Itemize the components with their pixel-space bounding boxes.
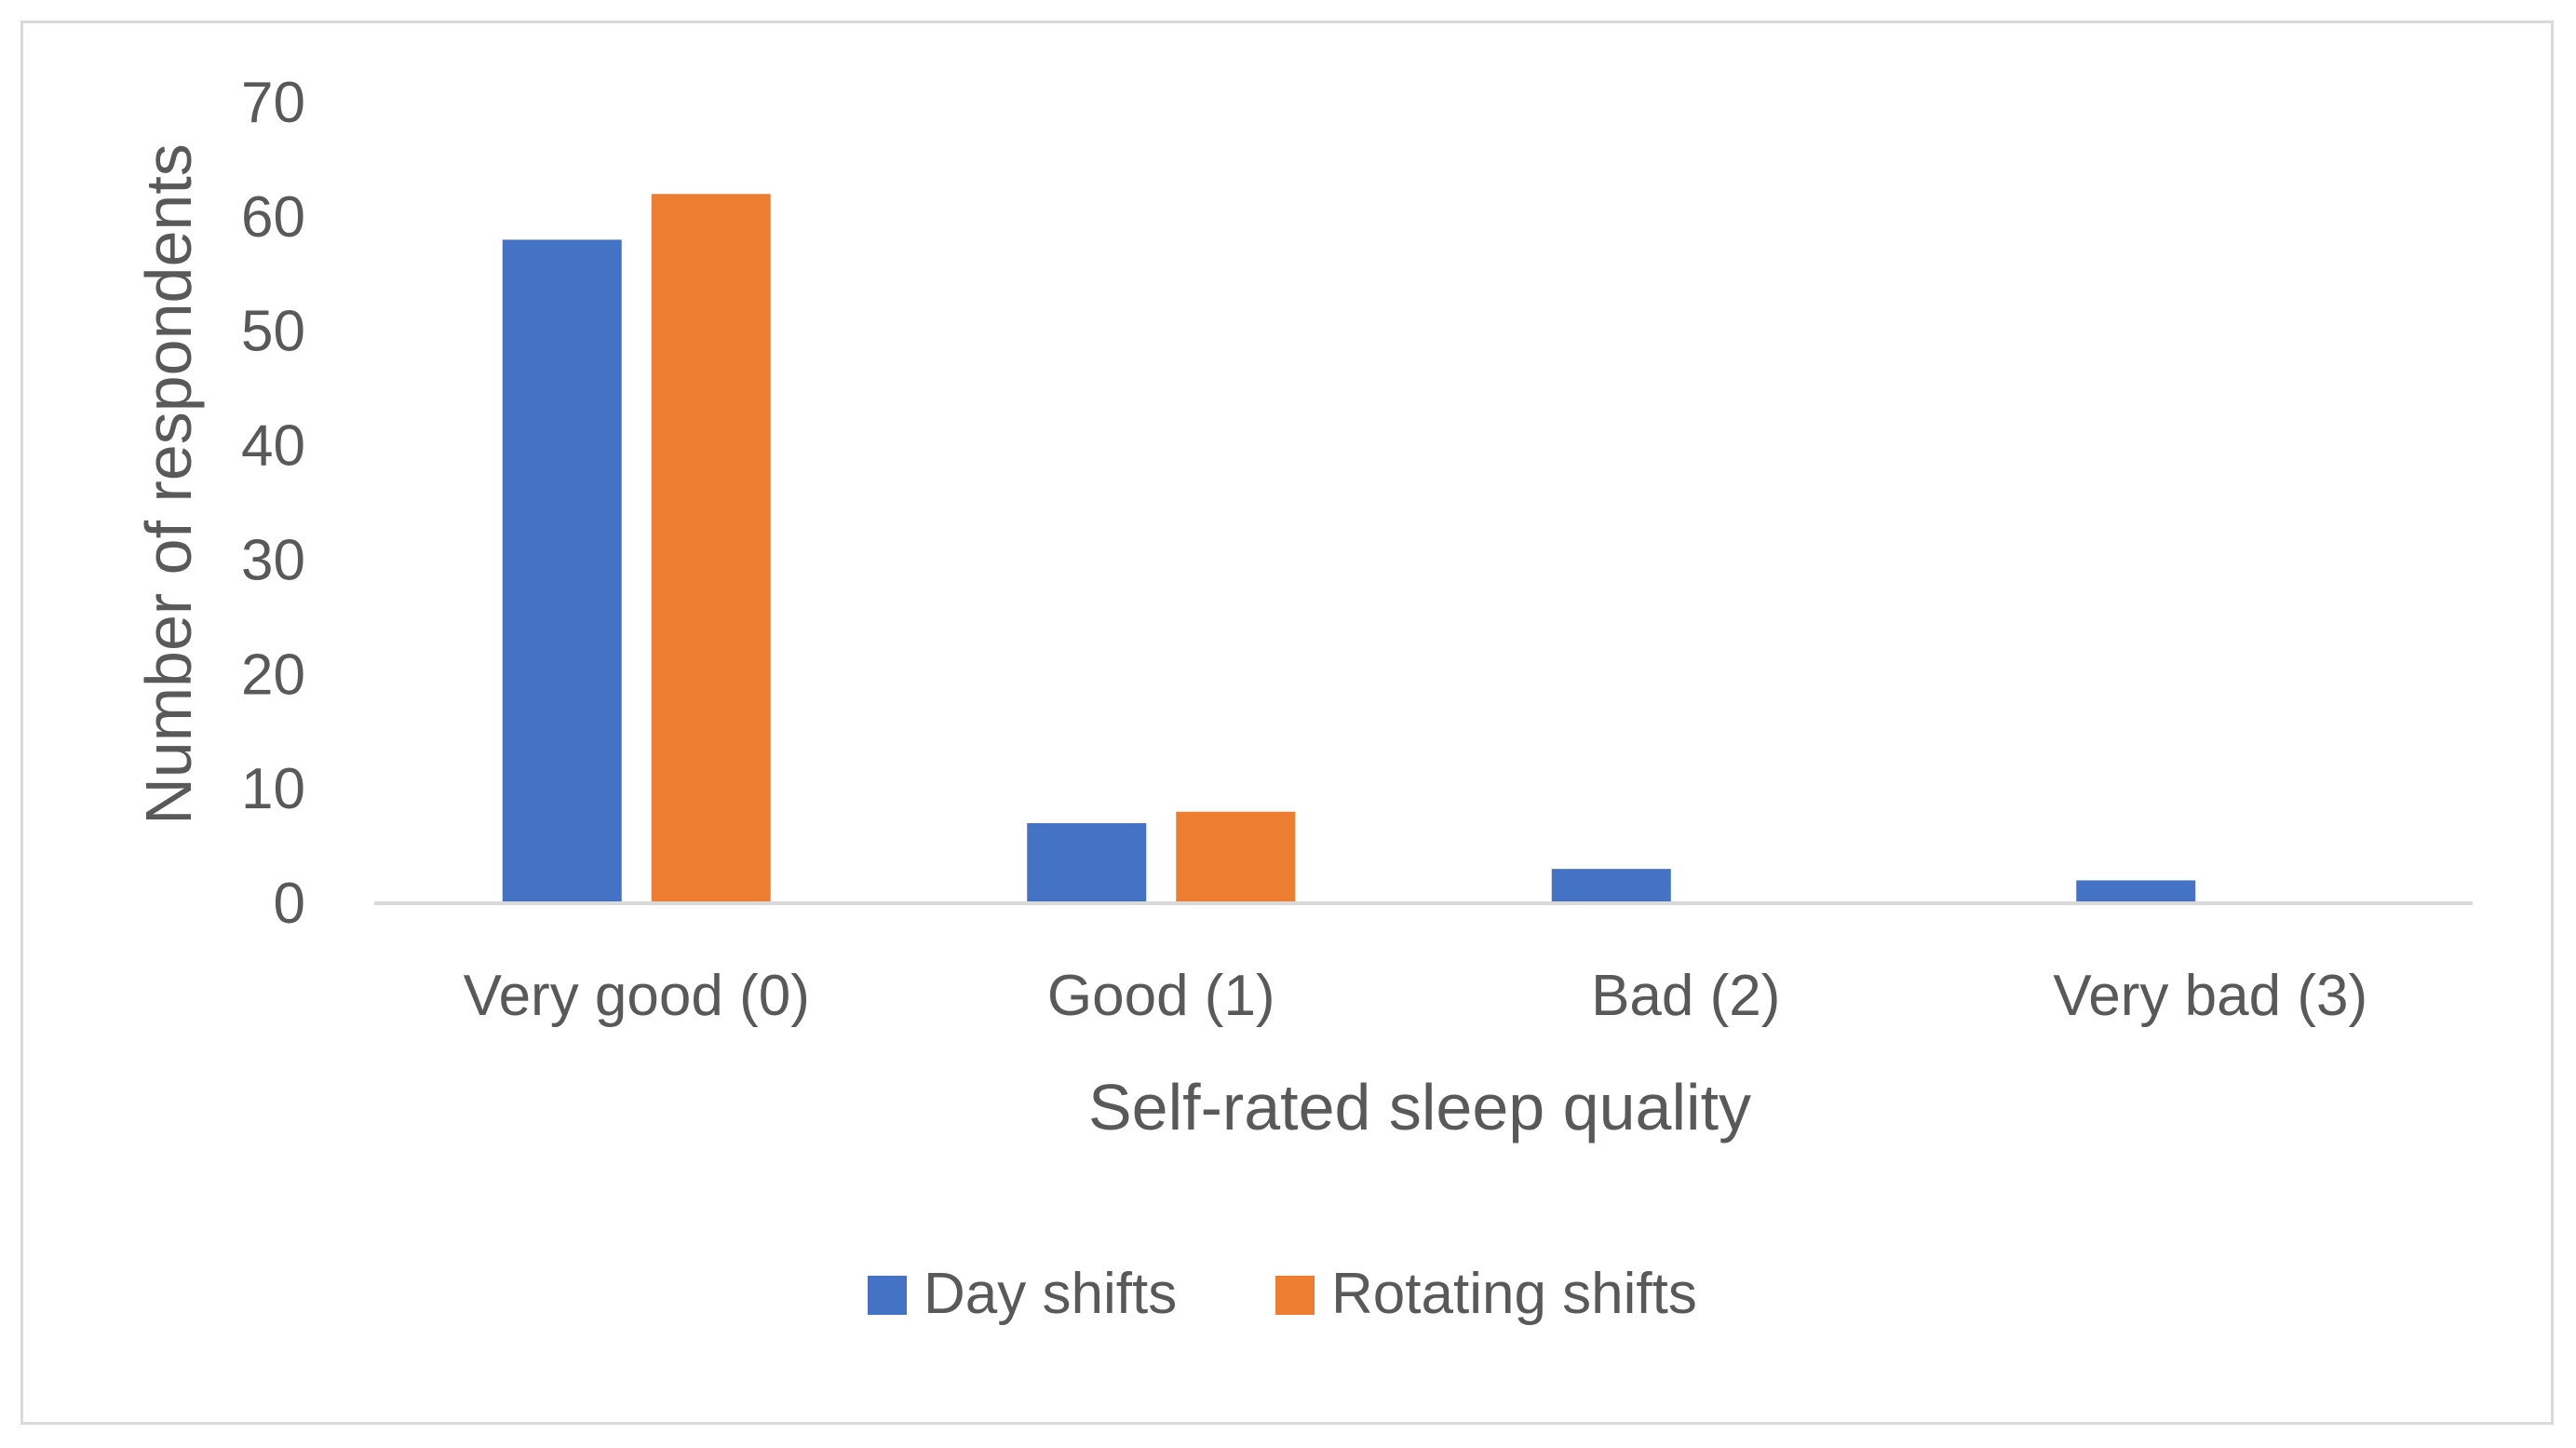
y-tick-label: 70 <box>241 71 305 135</box>
x-tick-label: Bad (2) <box>1591 964 1780 1028</box>
x-tick-label: Very good (0) <box>464 964 810 1028</box>
y-tick-label: 10 <box>241 757 305 821</box>
x-tick-label: Very bad (3) <box>2053 964 2367 1028</box>
y-tick-label: 50 <box>241 300 305 364</box>
bar-day-shifts-3 <box>2076 880 2196 903</box>
bar-rotating-shifts-0 <box>651 194 771 904</box>
bar-rotating-shifts-1 <box>1176 811 1296 903</box>
y-tick-label: 40 <box>241 414 305 479</box>
legend-label-day-shifts: Day shifts <box>924 1262 1177 1326</box>
bars-layer <box>502 194 2196 904</box>
y-axis-title: Number of respondents <box>132 143 205 825</box>
legend: Day shifts Rotating shifts <box>868 1262 1697 1326</box>
bar-day-shifts-1 <box>1027 823 1147 903</box>
legend-swatch-rotating-shifts <box>1275 1276 1315 1315</box>
y-tick-label: 0 <box>274 872 305 936</box>
legend-label-rotating-shifts: Rotating shifts <box>1331 1262 1697 1326</box>
x-tick-label: Good (1) <box>1047 964 1275 1028</box>
legend-swatch-day-shifts <box>868 1276 907 1315</box>
chart-frame <box>20 20 2554 1425</box>
bar-day-shifts-2 <box>1551 869 1671 903</box>
bar-day-shifts-0 <box>502 239 622 903</box>
y-tick-label: 30 <box>241 528 305 592</box>
y-tick-label: 20 <box>241 643 305 707</box>
x-axis-title: Self-rated sleep quality <box>1088 1071 1751 1144</box>
x-axis-ticks: Very good (0) Good (1) Bad (2) Very bad (3) <box>464 964 2367 1028</box>
y-tick-label: 60 <box>241 185 305 250</box>
y-axis-ticks: 0 10 20 30 40 50 60 70 <box>241 71 305 936</box>
